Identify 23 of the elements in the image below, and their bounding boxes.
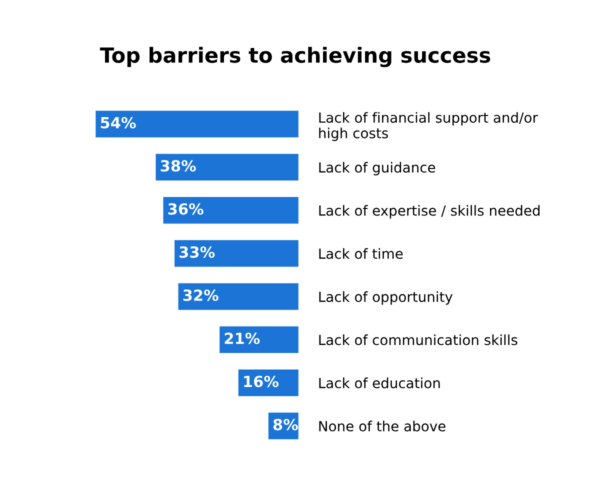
data-label: 21%	[224, 332, 260, 344]
y-tick-label: Lack of guidance	[319, 162, 436, 176]
chart-title: Top barriers to achieving success	[100, 46, 490, 68]
data-label: 33%	[180, 246, 215, 258]
y-tick-label: Lack of opportunity	[319, 291, 453, 305]
data-label: 36%	[168, 203, 204, 215]
data-label: 8%	[273, 418, 298, 430]
y-tick-label: Lack of expertise / skills needed	[319, 205, 540, 218]
data-label: 32%	[183, 289, 218, 301]
data-label: 16%	[244, 376, 279, 388]
y-tick-label: Lack of time	[319, 248, 403, 259]
bar	[220, 326, 298, 354]
bar	[178, 283, 298, 310]
bar	[96, 110, 298, 138]
y-tick-label: Lack of education	[319, 378, 440, 388]
bar	[163, 196, 298, 224]
data-label: 38%	[160, 160, 196, 172]
bar	[156, 154, 298, 181]
y-tick-label: None of the above	[319, 420, 446, 432]
bar	[174, 240, 298, 267]
y-tick-label: Lack of financial support and/or high costs	[319, 112, 538, 142]
y-tick-label: Lack of communication skills	[319, 334, 518, 346]
data-label: 54%	[100, 116, 136, 128]
